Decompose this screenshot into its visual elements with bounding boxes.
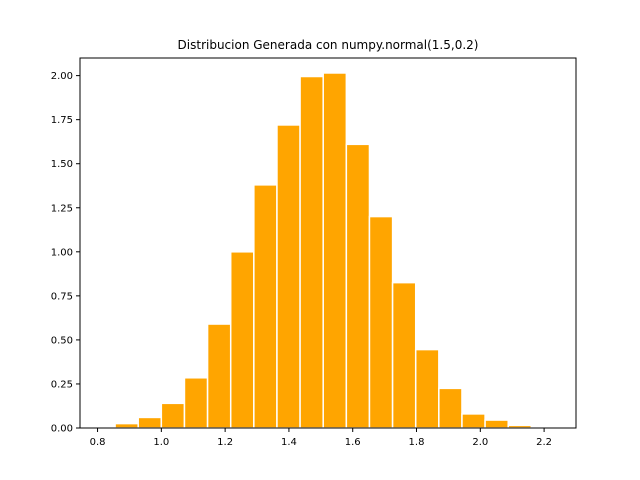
y-tick-label-3: 0.75 <box>51 291 73 302</box>
histogram-bar-4 <box>183 377 209 429</box>
histogram-bar-17 <box>484 419 509 429</box>
histogram-bar-9 <box>299 75 324 429</box>
y-tick-label-8: 2.00 <box>51 71 73 82</box>
y-tick-label-4: 1.00 <box>51 247 73 258</box>
histogram-bar-8 <box>276 124 301 429</box>
histogram-bar-15 <box>438 387 463 429</box>
plot-frame <box>79 57 577 429</box>
histogram-bar-16 <box>461 413 486 429</box>
histogram-bar-11 <box>345 143 371 429</box>
y-tick-label-1: 0.25 <box>51 379 73 390</box>
x-tick-label-1: 1.0 <box>153 437 169 448</box>
histogram-bar-10 <box>322 72 348 429</box>
histogram-bar-13 <box>391 281 417 429</box>
histogram-bar-6 <box>229 251 255 429</box>
histogram-bar-7 <box>253 184 278 429</box>
bars-group <box>91 72 556 429</box>
x-tick-label-6: 2.0 <box>472 437 488 448</box>
x-tick-label-3: 1.4 <box>281 437 297 448</box>
y-axis: 0.00 0.25 0.50 0.75 1.00 1.25 1.50 1.75 2.00 <box>51 71 80 435</box>
histogram-bar-12 <box>368 215 394 429</box>
chart-title: Distribucion Generada con numpy.normal(1… <box>178 38 479 52</box>
x-tick-label-5: 1.8 <box>409 437 425 448</box>
y-tick-label-2: 0.50 <box>51 335 73 346</box>
histogram-bar-1 <box>114 422 139 429</box>
x-axis: 0.8 1.0 1.2 1.4 1.6 1.8 2.0 2.2 <box>90 428 552 448</box>
x-tick-label-7: 2.2 <box>536 437 552 448</box>
histogram-bar-14 <box>414 348 440 429</box>
y-tick-label-7: 1.75 <box>51 115 73 126</box>
x-tick-label-2: 1.2 <box>217 437 233 448</box>
histogram-bar-2 <box>137 416 163 429</box>
y-tick-label-5: 1.25 <box>51 203 73 214</box>
histogram-bar-3 <box>160 402 186 429</box>
x-tick-label-0: 0.8 <box>90 437 106 448</box>
y-tick-label-6: 1.50 <box>51 159 73 170</box>
y-tick-label-0: 0.00 <box>51 424 73 435</box>
histogram-bar-5 <box>206 323 232 429</box>
x-tick-label-4: 1.6 <box>345 437 361 448</box>
